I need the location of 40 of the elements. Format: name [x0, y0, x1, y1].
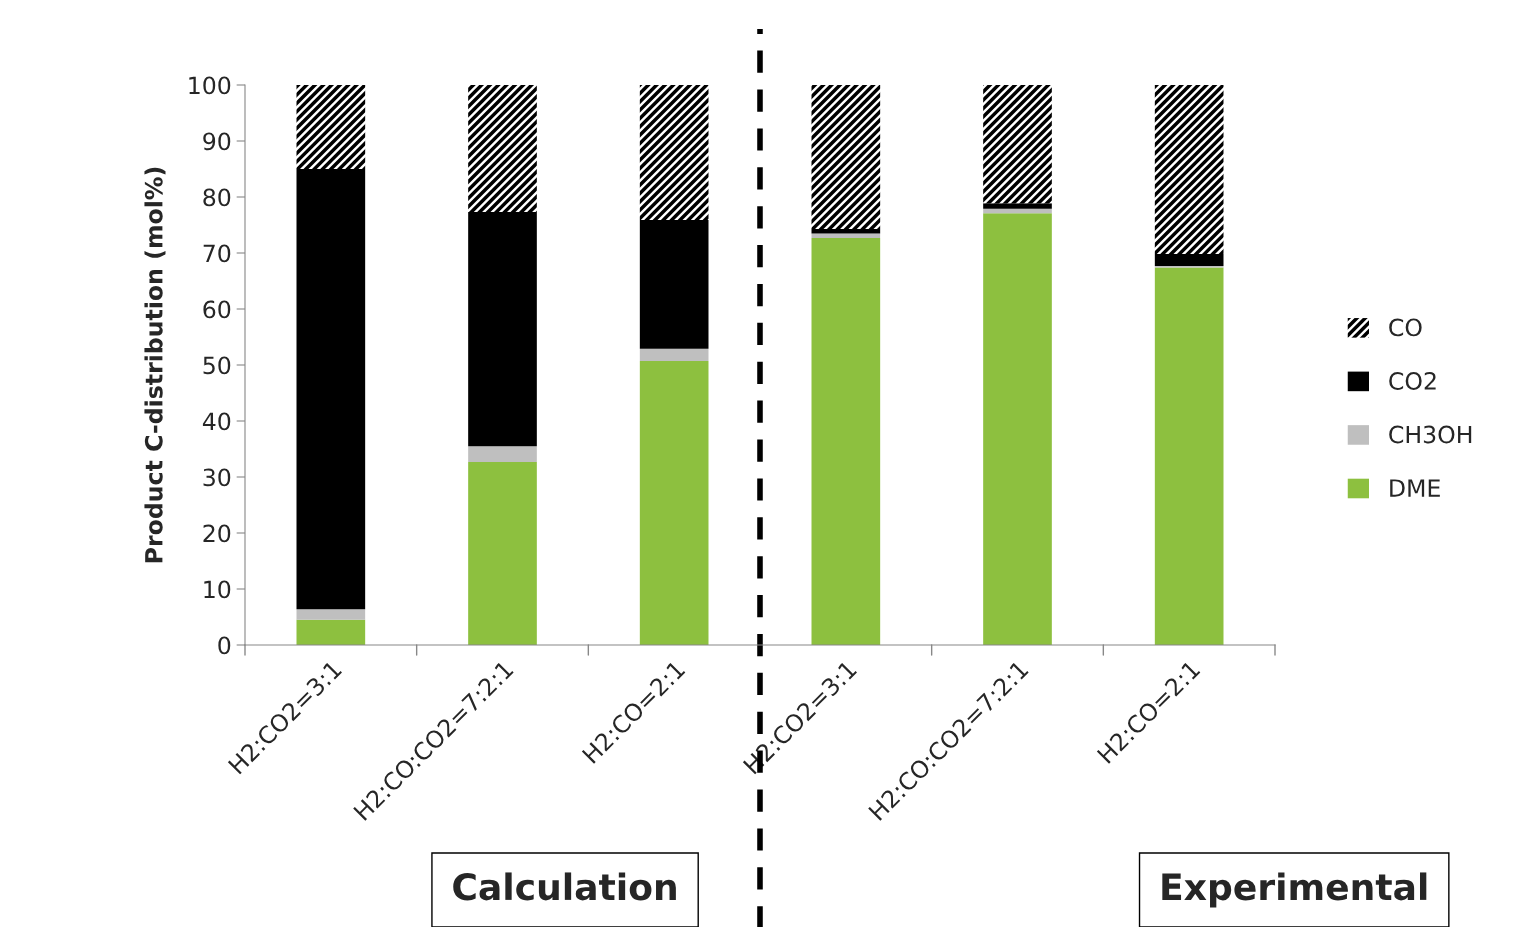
text: Calculation [453, 872, 676, 901]
legend-label: DME [1390, 479, 1440, 497]
bar [639, 348, 709, 362]
bar [468, 85, 537, 213]
bar [639, 219, 709, 349]
bar [811, 85, 881, 229]
text: Experimental [1162, 872, 1427, 908]
y-tick-label: 90 [203, 132, 231, 151]
bar [296, 85, 366, 169]
bar [983, 85, 1052, 204]
bar [296, 609, 366, 620]
legend-label: CO2 [1389, 372, 1436, 390]
y-tick-label: 40 [202, 412, 231, 431]
y-tick-label: 50 [203, 356, 231, 375]
bar [983, 213, 1052, 645]
y-tick-label: 0 [218, 636, 231, 655]
bar [468, 461, 537, 645]
bar [468, 446, 537, 462]
y-axis-title: Product C-distribution (mol%) [144, 167, 166, 563]
y-tick-label: 30 [203, 468, 231, 487]
y-tick-label: 20 [203, 524, 231, 543]
bar [983, 203, 1052, 209]
bar [983, 208, 1052, 214]
bar [811, 237, 881, 645]
bar [639, 361, 709, 645]
bar [296, 169, 366, 610]
bar [296, 619, 366, 645]
bar [1154, 85, 1224, 255]
bar [1154, 254, 1224, 266]
y-tick-label: 80 [203, 188, 231, 207]
y-tick-label: 100 [189, 76, 231, 95]
legend-label: CO [1389, 318, 1422, 337]
y-tick-label: 60 [203, 300, 231, 319]
legend-label: CH3OH [1389, 425, 1472, 444]
bar [468, 212, 537, 447]
bar [811, 233, 881, 238]
y-tick-label: 70 [203, 244, 231, 263]
y-tick-label: 10 [204, 580, 231, 599]
bar [639, 85, 709, 220]
bar [1154, 267, 1224, 645]
